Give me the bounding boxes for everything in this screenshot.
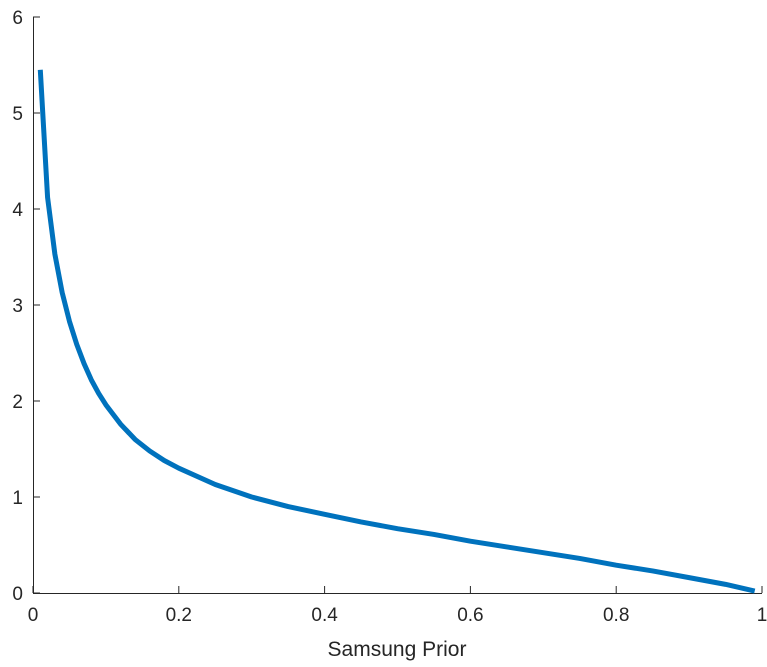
series-line [37, 69, 756, 594]
x-axis-title: Samsung Prior [328, 638, 467, 661]
x-tick-label: 0.2 [166, 605, 192, 626]
y-tick-label: 4 [12, 200, 23, 221]
x-tick-label: 1 [757, 605, 767, 626]
x-tick-label: 0 [28, 605, 39, 626]
y-tick-label: 6 [12, 8, 23, 29]
x-tick-label: 0.8 [603, 605, 629, 626]
y-tick-label: 3 [12, 296, 23, 317]
y-tick-label: 1 [12, 488, 23, 509]
x-tick-label: 0.6 [457, 605, 483, 626]
y-tick-label: 0 [12, 584, 23, 605]
y-axis-ticks: 0 1 2 3 4 5 6 [12, 8, 40, 605]
x-tick-label: 0.4 [311, 605, 338, 626]
x-axis-ticks: 0 0.2 0.4 0.6 0.8 1 [28, 586, 767, 626]
y-tick-label: 5 [12, 104, 23, 125]
series-group [37, 69, 756, 594]
y-tick-label: 2 [12, 392, 23, 413]
